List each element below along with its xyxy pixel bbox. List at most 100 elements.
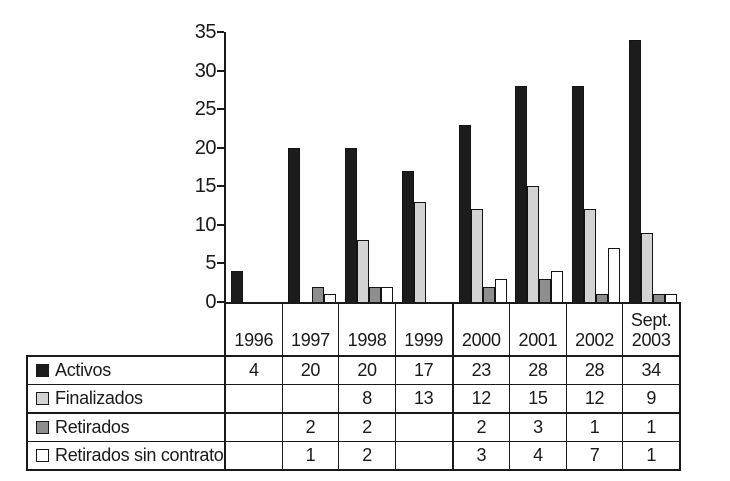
legend-label: Finalizados	[55, 388, 143, 408]
bar-activos	[515, 86, 528, 302]
legend-cell-retirados-sin-contrato: Retirados sin contrato	[28, 442, 224, 469]
bar-slot	[482, 287, 495, 302]
value-cell-retirados-sin-contrato-1996	[224, 442, 282, 469]
year-header-1997: 1997	[281, 304, 339, 355]
value-cell-retirados-sept-2003: 1	[622, 414, 679, 441]
bar-retirados	[596, 294, 609, 302]
year-header-1996: 1996	[234, 329, 274, 350]
value-cell-retirados-2001: 3	[509, 414, 566, 441]
value-cell-retirados-sin-contrato-2000: 3	[451, 442, 510, 469]
bar-retirados-sin-contrato	[323, 294, 336, 302]
bar-group-2001	[510, 32, 567, 302]
bar-finalizados	[470, 209, 483, 302]
bar-slot	[368, 287, 381, 302]
bar-slot	[413, 202, 426, 302]
y-axis-tick-mark	[217, 185, 224, 188]
legend-swatch-finalizados	[36, 392, 49, 405]
y-axis-tick-label: 25	[194, 98, 217, 121]
legend-swatch-retirados-sin-contrato	[36, 449, 49, 462]
value-cell-retirados-sin-contrato-sept-2003: 1	[622, 442, 679, 469]
y-axis-tick-label: 20	[194, 136, 217, 159]
value-cell-finalizados-2002: 12	[565, 385, 623, 412]
bar-retirados-sin-contrato	[608, 248, 621, 302]
year-header-1999: 1999	[394, 304, 452, 355]
year-header-2001: 2001	[509, 304, 566, 355]
year-header-1998: 1998	[338, 304, 395, 355]
y-axis-tick-mark	[217, 146, 224, 149]
bar-slot	[551, 271, 564, 302]
bar-slot	[344, 148, 357, 302]
value-cell-finalizados-1997	[281, 385, 339, 412]
bar-slot	[356, 240, 369, 302]
value-cell-activos-1996: 4	[224, 357, 282, 384]
bar-slot	[494, 279, 507, 302]
value-cell-finalizados-2000: 12	[451, 385, 510, 412]
y-axis-tick-mark	[217, 301, 224, 303]
bar-slot	[515, 86, 528, 302]
y-axis-tick-label: 0	[205, 291, 216, 313]
bar-retirados-sin-contrato	[665, 294, 678, 302]
value-cell-retirados-1997: 2	[281, 414, 339, 441]
plot-area	[224, 32, 681, 304]
bar-slot	[665, 294, 678, 302]
y-axis-tick-mark	[217, 108, 224, 111]
bar-slot	[641, 233, 654, 302]
bar-finalizados	[413, 202, 426, 302]
bar-retirados-sin-contrato	[380, 287, 393, 302]
bar-finalizados	[584, 209, 597, 302]
bar-retirados	[539, 279, 552, 302]
value-cell-retirados-sin-contrato-1998: 2	[338, 442, 395, 469]
bar-slot	[527, 186, 540, 302]
bar-activos	[231, 271, 243, 302]
bar-retirados	[653, 294, 666, 302]
y-axis-tick-label: 5	[205, 252, 216, 275]
value-cell-retirados-sin-contrato-2002: 7	[565, 442, 623, 469]
bar-group-1996	[226, 32, 283, 302]
value-cell-finalizados-1996	[224, 385, 282, 412]
table-row-finalizados: Finalizados 8 13 12 15 12 9	[28, 384, 679, 412]
y-axis-tick-mark	[217, 223, 224, 226]
legend-cell-finalizados: Finalizados	[28, 385, 224, 412]
bar-slot	[401, 171, 414, 302]
value-cell-finalizados-sept-2003: 9	[622, 385, 679, 412]
year-header-2000: 2000	[451, 304, 510, 355]
value-cell-retirados-1998: 2	[338, 414, 395, 441]
bar-finalizados	[641, 233, 654, 302]
bar-group-1997	[283, 32, 340, 302]
bar-retirados-sin-contrato	[551, 271, 564, 302]
bar-slot	[596, 294, 609, 302]
bar-retirados	[482, 287, 495, 302]
value-cell-retirados-1996	[224, 414, 282, 441]
bar-group-sept-2003	[624, 32, 681, 302]
value-cell-retirados-sin-contrato-1999	[394, 442, 452, 469]
value-cell-activos-2001: 28	[509, 357, 566, 384]
value-cell-retirados-sin-contrato-2001: 4	[509, 442, 566, 469]
legend-swatch-activos	[36, 364, 49, 377]
bar-activos	[287, 148, 300, 302]
bar-slot	[231, 271, 243, 302]
value-cell-activos-1999: 17	[394, 357, 452, 384]
y-axis-tick-mark	[217, 69, 224, 72]
bar-activos	[629, 40, 642, 302]
value-cell-activos-1997: 20	[281, 357, 339, 384]
value-cell-activos-sept-2003: 34	[622, 357, 679, 384]
legend-label: Retirados sin contrato	[55, 445, 224, 465]
bar-retirados	[311, 287, 324, 302]
legend-label: Activos	[55, 360, 111, 380]
value-cell-finalizados-1998: 8	[338, 385, 395, 412]
legend-cell-retirados: Retirados	[28, 414, 224, 441]
bar-finalizados	[527, 186, 540, 302]
value-cell-retirados-2002: 1	[565, 414, 623, 441]
bar-slot	[311, 287, 324, 302]
bar-slot	[323, 294, 336, 302]
bar-slot	[653, 294, 666, 302]
bar-retirados-sin-contrato	[494, 279, 507, 302]
value-cell-activos-2002: 28	[565, 357, 623, 384]
legend-swatch-retirados	[36, 421, 49, 434]
bar-slot	[470, 209, 483, 302]
bar-group-1999	[397, 32, 454, 302]
bar-slot	[287, 148, 300, 302]
y-axis-tick-label: 30	[194, 59, 217, 82]
value-cell-finalizados-2001: 15	[509, 385, 566, 412]
